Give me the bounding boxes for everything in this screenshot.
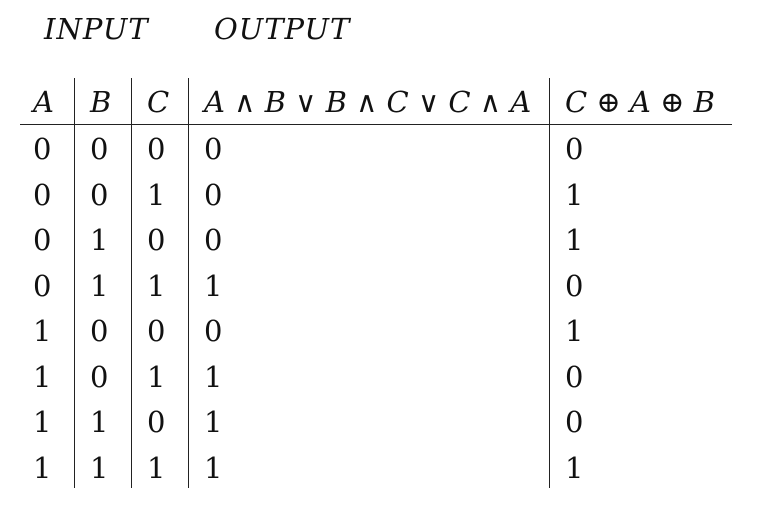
column-divider-4 (549, 78, 550, 488)
table-cell: 0 (147, 405, 166, 439)
column-divider-3 (188, 78, 189, 488)
column-divider-1 (74, 78, 75, 488)
header-separator-line (20, 124, 732, 125)
table-cell: 0 (147, 314, 166, 348)
table-cell: 1 (147, 177, 166, 212)
table-cell: 1 (565, 177, 584, 212)
column-header-c: C (147, 85, 170, 119)
table-cell: 1 (147, 450, 166, 485)
table-cell: 0 (565, 405, 584, 439)
table-cell: 1 (204, 359, 223, 394)
table-cell: 1 (204, 450, 223, 485)
table-cell: 0 (90, 359, 109, 394)
column-divider-2 (131, 78, 132, 488)
column-header-majority-expression: A ∧ B ∨ B ∧ C ∨ C ∧ A (204, 85, 532, 119)
table-cell: 1 (90, 268, 109, 303)
column-header-a: A (33, 85, 54, 119)
column-header-b: B (90, 85, 112, 119)
table-cell: 1 (565, 223, 584, 257)
table-cell: 0 (90, 132, 109, 166)
table-cell: 0 (565, 132, 584, 166)
table-cell: 1 (147, 268, 166, 303)
table-cell: 0 (204, 314, 223, 348)
table-cell: 0 (565, 359, 584, 394)
table-cell: 0 (90, 177, 109, 212)
table-cell: 1 (90, 405, 109, 439)
table-cell: 1 (33, 405, 52, 439)
table-cell: 1 (33, 450, 52, 485)
table-cell: 1 (565, 450, 584, 485)
table-cell: 1 (147, 359, 166, 394)
table-cell: 1 (90, 450, 109, 485)
table-cell: 1 (204, 268, 223, 303)
table-cell: 0 (90, 314, 109, 348)
table-cell: 1 (33, 359, 52, 394)
table-cell: 1 (565, 314, 584, 348)
table-cell: 0 (204, 132, 223, 166)
table-cell: 0 (147, 223, 166, 257)
table-cell: 0 (33, 177, 52, 212)
table-cell: 0 (147, 132, 166, 166)
table-cell: 0 (33, 132, 52, 166)
output-group-header: OUTPUT (214, 12, 351, 46)
table-cell: 1 (204, 405, 223, 439)
column-header-xor-expression: C ⊕ A ⊕ B (565, 85, 715, 119)
table-cell: 0 (565, 268, 584, 303)
table-cell: 0 (204, 223, 223, 257)
table-cell: 0 (204, 177, 223, 212)
table-cell: 0 (33, 223, 52, 257)
table-cell: 1 (90, 223, 109, 257)
table-cell: 1 (33, 314, 52, 348)
table-cell: 0 (33, 268, 52, 303)
input-group-header: INPUT (44, 12, 149, 46)
